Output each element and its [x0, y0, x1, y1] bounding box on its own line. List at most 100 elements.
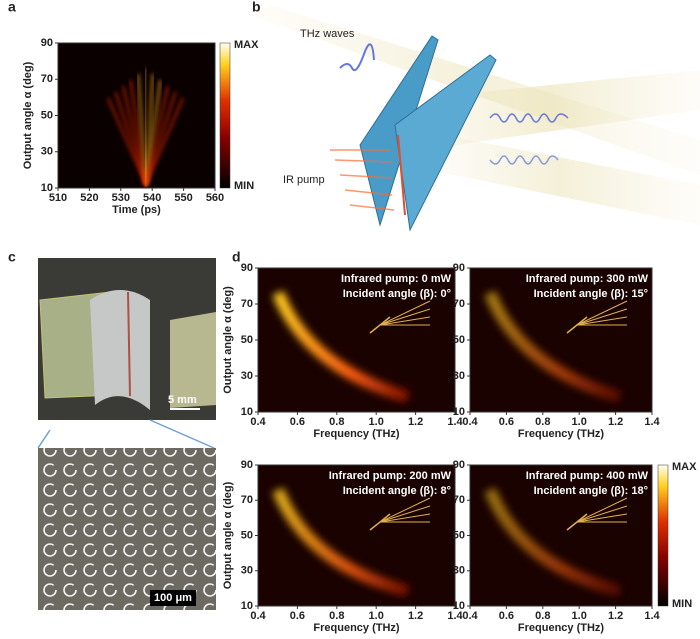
- beam-sketch: [369, 316, 391, 334]
- y-tick-label: 70: [241, 298, 253, 310]
- x-axis-label: Time (ps): [112, 204, 161, 216]
- beam-sketch: [576, 505, 628, 523]
- x-tick-label: 0.6: [290, 610, 305, 622]
- x-tick-label: 1.0: [572, 610, 587, 622]
- x-tick-label: 1.4: [644, 610, 660, 622]
- heatmap-bg: [258, 268, 455, 412]
- beam-sketch: [566, 316, 588, 334]
- y-tick-label: 90: [453, 262, 465, 274]
- angle-label: Incident angle (β): 8°: [343, 485, 451, 497]
- beam-sketch: [576, 308, 628, 326]
- x-tick-label: 1.4: [447, 416, 463, 428]
- y-tick-label: 50: [241, 529, 253, 541]
- scale-bar-label: 100 μm: [154, 592, 192, 604]
- colorbar-max: MAX: [672, 461, 697, 473]
- x-tick-label: 530: [112, 192, 130, 204]
- y-tick-label: 70: [453, 298, 465, 310]
- x-tick-label: 1.4: [447, 610, 463, 622]
- heatmap-ridge: [484, 487, 622, 597]
- x-tick-label: 540: [143, 192, 161, 204]
- illustration: [250, 5, 700, 232]
- y-tick-label: 10: [453, 406, 465, 418]
- x-tick-label: 1.2: [608, 416, 623, 428]
- x-tick-label: 1.0: [369, 610, 384, 622]
- x-tick-label: 0.6: [499, 416, 514, 428]
- colorbar: [657, 464, 669, 607]
- beam-sketch: [576, 497, 628, 523]
- y-axis-label: Output angle α (deg): [22, 61, 34, 169]
- y-tick-label: 70: [453, 494, 465, 506]
- x-tick-label: 0.8: [535, 416, 550, 428]
- heatmap-bg: [470, 268, 652, 412]
- x-tick-label: 550: [174, 192, 192, 204]
- y-tick-label: 70: [241, 494, 253, 506]
- beam-sketch: [379, 300, 431, 326]
- y-tick-label: 90: [41, 37, 53, 49]
- x-tick-label: 0.8: [329, 610, 344, 622]
- y-tick-label: 10: [453, 600, 465, 612]
- y-tick-label: 30: [41, 146, 53, 158]
- y-tick-label: 30: [453, 370, 465, 382]
- y-axis-label: Output angle α (deg): [222, 481, 234, 589]
- heatmap-streak: [145, 91, 177, 186]
- x-tick-label: 1.2: [608, 610, 623, 622]
- panel-label: c: [8, 249, 16, 265]
- x-tick-label: 1.2: [408, 610, 423, 622]
- y-tick-label: 30: [241, 370, 253, 382]
- x-tick-label: 0.6: [290, 416, 305, 428]
- beam-sketch: [379, 497, 431, 523]
- pump-label: Infrared pump: 300 mW: [526, 273, 649, 285]
- heatmap-streak: [144, 67, 147, 186]
- x-tick-label: 560: [206, 192, 224, 204]
- pump-label: Infrared pump: 400 mW: [526, 470, 649, 482]
- beam-sketch: [379, 308, 431, 326]
- heatmap-streak: [122, 85, 147, 186]
- beam-sketch: [566, 513, 588, 531]
- y-tick-label: 10: [41, 182, 53, 194]
- x-tick-label: 1.2: [408, 416, 423, 428]
- beam-sketch: [576, 513, 628, 523]
- x-axis-label: Frequency (THz): [518, 622, 605, 634]
- beam-sketch: [576, 300, 628, 326]
- y-tick-label: 90: [241, 459, 253, 471]
- x-tick-label: 1.0: [369, 416, 384, 428]
- x-tick-label: 0.8: [535, 610, 550, 622]
- y-tick-label: 10: [241, 600, 253, 612]
- x-tick-label: 0.8: [329, 416, 344, 428]
- pump-label: Infrared pump: 200 mW: [329, 470, 452, 482]
- heatmap-bg: [258, 465, 455, 606]
- pump-label: Infrared pump: 0 mW: [341, 273, 452, 285]
- y-tick-label: 30: [453, 565, 465, 577]
- heatmap-streak: [107, 97, 147, 186]
- heatmap-ridge: [272, 487, 410, 597]
- angle-label: Incident angle (β): 0°: [343, 288, 451, 300]
- x-tick-label: 0.4: [462, 416, 478, 428]
- heatmap-streak: [145, 97, 184, 186]
- colorbar-min: MIN: [234, 180, 254, 192]
- y-tick-label: 50: [453, 529, 465, 541]
- y-axis-label: Output angle α (deg): [222, 286, 234, 394]
- x-axis-label: Frequency (THz): [313, 428, 400, 440]
- x-tick-label: 510: [49, 192, 67, 204]
- heatmap-streak: [137, 73, 147, 186]
- x-tick-label: 0.4: [250, 416, 266, 428]
- y-tick-label: 30: [241, 565, 253, 577]
- y-tick-label: 50: [453, 334, 465, 346]
- scale-bar-label: 5 mm: [168, 394, 197, 406]
- heatmap-streak: [114, 91, 147, 186]
- heatmap-ridge: [484, 290, 622, 403]
- photo: [37, 258, 216, 610]
- x-tick-label: 0.4: [462, 610, 478, 622]
- panel-label: d: [232, 249, 241, 265]
- beam-sketch: [379, 513, 431, 523]
- heatmap-bg: [470, 465, 652, 606]
- heatmap-streak: [129, 79, 147, 186]
- x-tick-label: 0.6: [499, 610, 514, 622]
- heatmap-streak: [145, 79, 162, 186]
- x-tick-label: 520: [80, 192, 98, 204]
- x-tick-label: 1.0: [572, 416, 587, 428]
- x-tick-label: 1.4: [644, 416, 660, 428]
- colorbar-max: MAX: [234, 39, 259, 51]
- panel-label: a: [8, 0, 16, 15]
